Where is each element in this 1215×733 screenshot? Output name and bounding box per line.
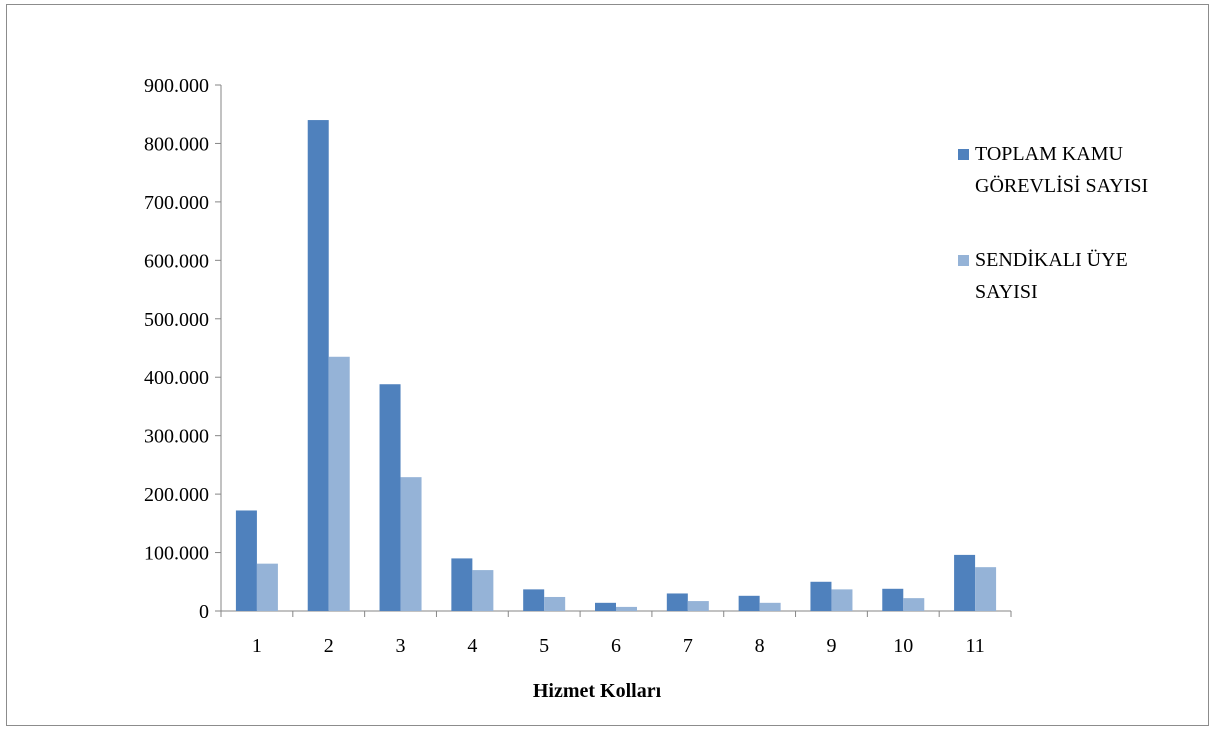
x-tick-label: 4 [467,635,477,657]
x-tick-label: 1 [252,635,262,657]
y-tick-label: 0 [199,601,209,623]
x-axis: 1 2 3 4 5 6 7 8 9 10 11 [220,610,1012,657]
x-tick-label: 3 [396,635,406,657]
x-tick-label: 7 [683,635,693,657]
y-tick-label: 900.000 [144,75,209,97]
x-tick-label: 10 [893,635,913,657]
y-tick-label: 600.000 [144,250,209,272]
bar-toplam-5 [523,589,545,611]
x-axis-title: Hizmet Kolları [533,680,662,702]
x-tick-label: 6 [611,635,621,657]
bar-toplam-6 [595,602,616,611]
bar-sendikali-6 [616,606,637,611]
bars [235,120,997,612]
bar-toplam-2 [307,120,329,612]
bar-sendikali-5 [544,596,566,611]
y-tick-label: 200.000 [144,484,209,506]
bar-toplam-3 [379,384,401,611]
x-tick-label: 2 [324,635,334,657]
y-tick-label: 300.000 [144,426,209,448]
y-tick-label: 700.000 [144,192,209,214]
bar-sendikali-3 [400,477,422,611]
bar-toplam-11 [954,554,976,611]
bar-sendikali-10 [903,598,925,611]
legend-label: GÖREVLİSİ SAYISI [975,174,1148,197]
legend-swatch [958,255,969,266]
bar-toplam-8 [738,595,760,611]
y-axis: 0 100.000 200.000 300.000 400.000 500.000 600.… [144,75,222,623]
x-tick-label: 8 [755,635,765,657]
bar-toplam-4 [451,558,473,611]
y-tick-label: 500.000 [144,309,209,331]
legend-label: SENDİKALI ÜYE [975,248,1128,271]
x-tick-label: 11 [965,635,984,657]
legend: TOPLAM KAMU GÖREVLİSİ SAYISI SENDİKALI ÜYE… [958,143,1148,303]
x-tick-label: 9 [826,635,836,657]
bar-sendikali-4 [472,570,494,611]
bar-toplam-9 [810,581,832,611]
legend-label: SAYISI [975,281,1038,303]
bar-sendikali-7 [687,601,709,611]
bar-toplam-10 [882,588,904,611]
y-tick-label: 400.000 [144,367,209,389]
bar-sendikali-11 [975,567,997,611]
bar-sendikali-2 [328,356,350,611]
bar-toplam-7 [666,593,688,611]
bar-sendikali-9 [831,589,853,611]
bar-sendikali-1 [256,563,278,611]
x-tick-label: 5 [539,635,549,657]
y-tick-label: 800.000 [144,133,209,155]
legend-label: TOPLAM KAMU [975,143,1124,165]
y-tick-label: 100.000 [144,543,209,565]
bar-toplam-1 [235,510,257,611]
bar-sendikali-8 [759,602,781,611]
legend-swatch [958,149,969,160]
